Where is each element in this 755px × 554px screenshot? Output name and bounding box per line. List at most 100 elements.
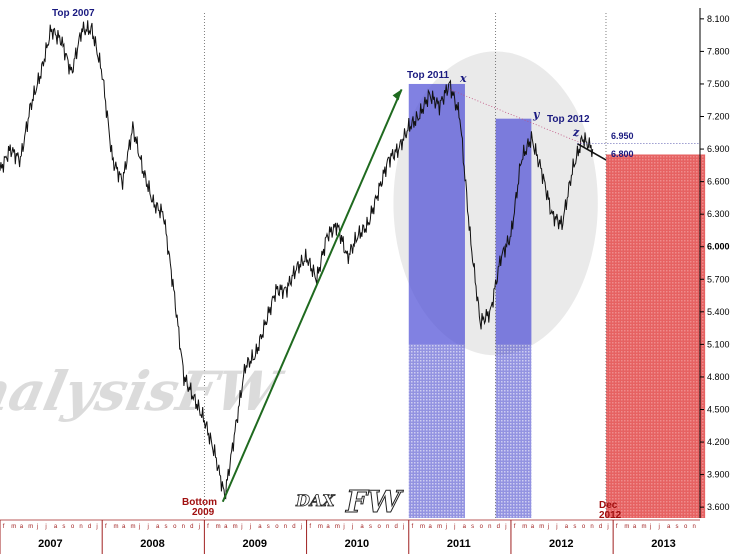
y-tick-label: 4.500 bbox=[707, 404, 730, 414]
month-tick-label: a bbox=[531, 524, 535, 530]
month-tick-label: m bbox=[624, 524, 629, 530]
month-tick-label: d bbox=[394, 524, 397, 530]
annotation-dec-2012: Dec bbox=[599, 500, 618, 511]
annotation-bottom-2009-year: 2009 bbox=[192, 507, 215, 518]
month-tick-label: n bbox=[284, 524, 287, 530]
month-tick-label: m bbox=[437, 524, 442, 530]
annotation-top-2007: Top 2007 bbox=[52, 8, 95, 19]
month-tick-label: j bbox=[95, 524, 97, 530]
month-tick-label: a bbox=[54, 524, 58, 530]
month-tick-label: o bbox=[173, 524, 177, 530]
month-tick-label: a bbox=[20, 524, 24, 530]
shaded-block bbox=[495, 118, 532, 345]
month-tick-label: a bbox=[667, 524, 671, 530]
month-tick-label: j bbox=[402, 524, 404, 530]
y-tick-label: 8.100 bbox=[707, 14, 730, 24]
month-tick-label: f bbox=[616, 524, 618, 530]
wave-label-y: y bbox=[532, 108, 541, 121]
month-tick-label: a bbox=[156, 524, 160, 530]
month-tick-label: m bbox=[28, 524, 33, 530]
month-tick-label: f bbox=[3, 524, 5, 530]
month-tick-label: o bbox=[275, 524, 279, 530]
month-tick-label: n bbox=[79, 524, 82, 530]
month-tick-label: j bbox=[249, 524, 251, 530]
month-tick-label: s bbox=[471, 524, 474, 530]
month-tick-label: m bbox=[318, 524, 323, 530]
annotation-bottom-2009: Bottom bbox=[182, 497, 217, 508]
logo-dax-text: DAX bbox=[295, 491, 335, 510]
month-tick-label: d bbox=[88, 524, 91, 530]
month-tick-label: m bbox=[420, 524, 425, 530]
month-tick-label: m bbox=[335, 524, 340, 530]
month-tick-label: n bbox=[182, 524, 185, 530]
month-tick-label: m bbox=[233, 524, 238, 530]
month-tick-label: s bbox=[62, 524, 65, 530]
annotation-top-2012: Top 2012 bbox=[547, 114, 590, 125]
month-tick-label: s bbox=[676, 524, 679, 530]
month-tick-label: f bbox=[309, 524, 311, 530]
y-tick-label: 6.600 bbox=[707, 177, 730, 187]
year-label: 2010 bbox=[345, 538, 369, 550]
month-tick-label: m bbox=[216, 524, 221, 530]
uptrend-line bbox=[221, 88, 403, 503]
month-tick-label: o bbox=[684, 524, 688, 530]
month-tick-label: j bbox=[445, 524, 447, 530]
month-tick-label: f bbox=[105, 524, 107, 530]
month-tick-label: a bbox=[258, 524, 262, 530]
month-tick-label: j bbox=[198, 524, 200, 530]
month-tick-label: a bbox=[565, 524, 569, 530]
y-tick-label: 5.100 bbox=[707, 339, 730, 349]
month-tick-label: n bbox=[386, 524, 389, 530]
uptrend-arrowhead bbox=[392, 89, 402, 101]
y-tick-label: 7.500 bbox=[707, 79, 730, 89]
month-tick-label: m bbox=[11, 524, 16, 530]
month-tick-label: a bbox=[122, 524, 126, 530]
annotation-top-2011: Top 2011 bbox=[407, 70, 449, 81]
month-tick-label: j bbox=[504, 524, 506, 530]
month-tick-label: n bbox=[693, 524, 696, 530]
month-tick-label: j bbox=[342, 524, 344, 530]
projection-line bbox=[576, 142, 607, 161]
month-tick-label: a bbox=[429, 524, 433, 530]
price-series-line bbox=[0, 20, 594, 500]
year-label: 2008 bbox=[140, 538, 164, 550]
month-tick-label: d bbox=[292, 524, 295, 530]
month-tick-label: d bbox=[497, 524, 500, 530]
month-tick-label: a bbox=[463, 524, 467, 530]
month-tick-label: o bbox=[480, 524, 484, 530]
y-tick-label: 3.600 bbox=[707, 502, 730, 512]
shaded-block bbox=[408, 83, 465, 345]
month-tick-label: a bbox=[326, 524, 330, 530]
shaded-block-lower bbox=[408, 344, 465, 518]
month-tick-label: j bbox=[453, 524, 455, 530]
wave-label-z: z bbox=[572, 126, 580, 139]
wave-label-x: x bbox=[459, 72, 467, 85]
month-tick-label: j bbox=[547, 524, 549, 530]
month-tick-label: j bbox=[36, 524, 38, 530]
month-tick-label: j bbox=[147, 524, 149, 530]
month-tick-label: m bbox=[113, 524, 118, 530]
level-label-6950: 6.950 bbox=[611, 131, 634, 141]
month-tick-label: f bbox=[207, 524, 209, 530]
month-tick-label: j bbox=[300, 524, 302, 530]
year-label: 2007 bbox=[38, 538, 62, 550]
month-tick-label: m bbox=[539, 524, 544, 530]
y-tick-label: 6.000 bbox=[707, 242, 730, 252]
shaded-block-texture bbox=[605, 154, 706, 518]
month-tick-label: s bbox=[369, 524, 372, 530]
month-tick-label: a bbox=[360, 524, 364, 530]
y-tick-label: 5.400 bbox=[707, 307, 730, 317]
month-tick-label: j bbox=[555, 524, 557, 530]
shaded-block-lower bbox=[495, 344, 532, 518]
month-tick-label: f bbox=[412, 524, 414, 530]
month-tick-label: j bbox=[44, 524, 46, 530]
month-tick-label: j bbox=[351, 524, 353, 530]
year-label: 2011 bbox=[447, 538, 471, 550]
year-label: 2009 bbox=[242, 538, 266, 550]
annotation-dec-2012-year: 2012 bbox=[599, 510, 622, 521]
month-tick-label: d bbox=[190, 524, 193, 530]
year-label: 2013 bbox=[651, 538, 675, 550]
month-tick-label: n bbox=[590, 524, 593, 530]
y-tick-label: 6.300 bbox=[707, 209, 730, 219]
